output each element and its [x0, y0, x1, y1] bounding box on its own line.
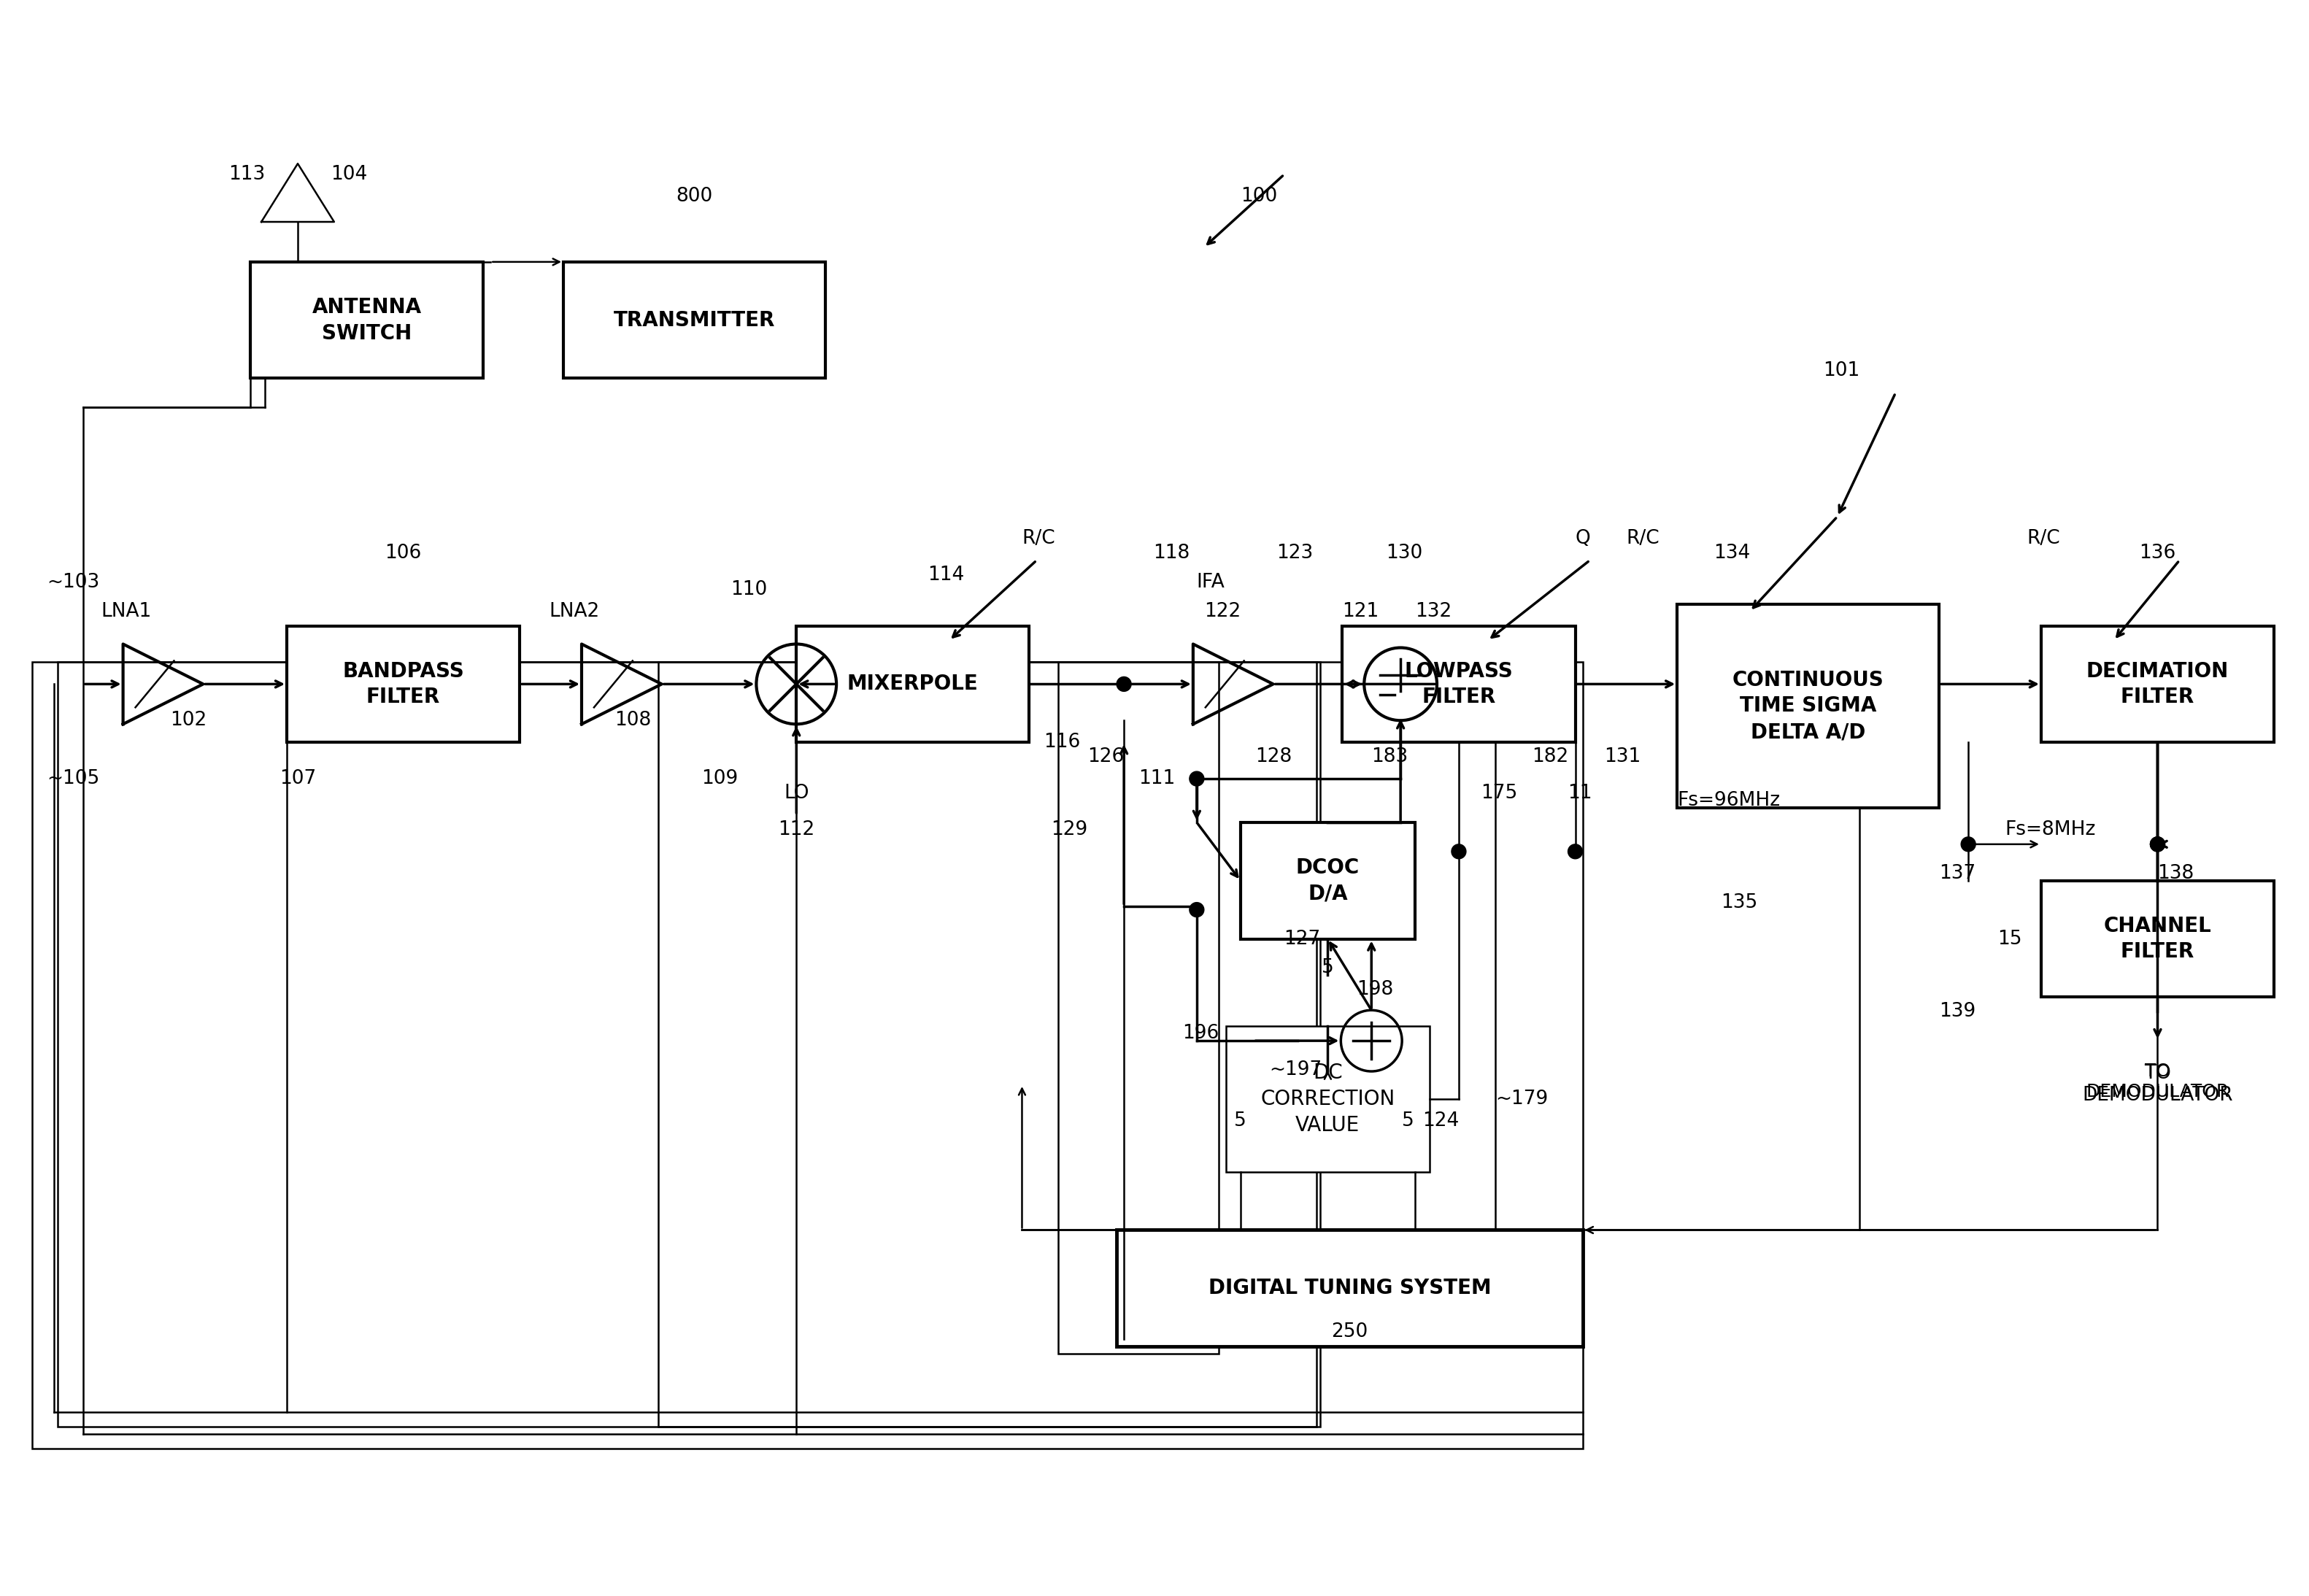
Text: 131: 131 [1605, 747, 1642, 766]
Text: 129: 129 [1051, 820, 1088, 839]
Circle shape [1960, 836, 1977, 852]
Text: CHANNEL
FILTER: CHANNEL FILTER [2103, 916, 2212, 962]
Text: 134: 134 [1713, 544, 1750, 562]
Text: ~179: ~179 [1496, 1090, 1547, 1109]
Text: LNA2: LNA2 [550, 602, 600, 621]
Text: IFA: IFA [1196, 573, 1226, 592]
Text: TO
DEMODULATOR: TO DEMODULATOR [2085, 1063, 2228, 1100]
Text: 198: 198 [1358, 980, 1395, 999]
Circle shape [1118, 677, 1131, 691]
Bar [58, 662, 1316, 1427]
Text: 107: 107 [279, 769, 316, 788]
Text: 182: 182 [1531, 747, 1568, 766]
Text: 118: 118 [1152, 544, 1189, 562]
Text: 183: 183 [1372, 747, 1408, 766]
Text: DECIMATION
FILTER: DECIMATION FILTER [2087, 661, 2228, 707]
Bar [797, 626, 1030, 742]
Text: 108: 108 [614, 710, 651, 729]
Text: 175: 175 [1480, 784, 1517, 803]
Circle shape [2150, 836, 2166, 852]
Text: 800: 800 [677, 187, 713, 206]
Text: 127: 127 [1284, 929, 1321, 948]
Text: DC
CORRECTION
VALUE: DC CORRECTION VALUE [1261, 1063, 1395, 1135]
Text: Q: Q [1575, 528, 1591, 547]
Text: ~197: ~197 [1270, 1060, 1323, 1079]
Bar [1118, 1231, 1582, 1347]
Text: 15: 15 [1997, 929, 2023, 948]
Text: LO: LO [783, 784, 808, 803]
Text: 196: 196 [1182, 1025, 1219, 1042]
Circle shape [2150, 836, 2166, 852]
Text: 110: 110 [732, 579, 767, 598]
Text: Fs=96MHz: Fs=96MHz [1676, 792, 1780, 811]
Text: 128: 128 [1256, 747, 1291, 766]
Circle shape [2150, 836, 2166, 852]
Circle shape [1189, 771, 1203, 785]
Text: Fs=8MHz: Fs=8MHz [2004, 820, 2097, 839]
Bar [2041, 626, 2274, 742]
Text: ANTENNA
SWITCH: ANTENNA SWITCH [312, 297, 423, 343]
Text: 114: 114 [928, 565, 965, 584]
Text: TRANSMITTER: TRANSMITTER [614, 310, 776, 330]
Text: 139: 139 [1940, 1002, 1977, 1021]
Text: 138: 138 [2157, 863, 2194, 883]
Text: DIGITAL TUNING SYSTEM: DIGITAL TUNING SYSTEM [1208, 1278, 1492, 1299]
Bar [2041, 881, 2274, 998]
Text: 122: 122 [1203, 602, 1240, 621]
Text: 116: 116 [1044, 733, 1081, 752]
Text: 113: 113 [229, 164, 266, 184]
Bar [1676, 603, 1940, 808]
Text: R/C: R/C [2027, 528, 2060, 547]
Bar [249, 262, 483, 378]
Text: LNA1: LNA1 [102, 602, 152, 621]
Bar [658, 662, 1321, 1427]
Text: 112: 112 [778, 820, 815, 839]
Text: 126: 126 [1088, 747, 1124, 766]
Text: 5: 5 [1235, 1111, 1247, 1130]
Text: 5: 5 [1321, 959, 1335, 977]
Bar [32, 662, 1582, 1449]
Text: 106: 106 [386, 544, 423, 562]
Text: 109: 109 [702, 769, 739, 788]
Text: 100: 100 [1240, 187, 1277, 206]
Text: 111: 111 [1138, 769, 1175, 788]
Text: 135: 135 [1720, 894, 1757, 911]
Text: DCOC
D/A: DCOC D/A [1295, 857, 1360, 903]
Circle shape [1452, 844, 1466, 859]
Text: 137: 137 [1940, 863, 1977, 883]
Text: 136: 136 [2138, 544, 2175, 562]
Text: 123: 123 [1277, 544, 1314, 562]
Text: MIXERPOLE: MIXERPOLE [847, 674, 979, 694]
Text: 101: 101 [1822, 362, 1859, 380]
Text: ~105: ~105 [46, 769, 99, 788]
Circle shape [1568, 844, 1582, 859]
Text: R/C: R/C [1023, 528, 1055, 547]
Text: 132: 132 [1415, 602, 1452, 621]
Text: TO
DEMODULATOR: TO DEMODULATOR [2083, 1065, 2233, 1104]
Bar [1226, 1026, 1429, 1171]
Text: CONTINUOUS
TIME SIGMA
DELTA A/D: CONTINUOUS TIME SIGMA DELTA A/D [1732, 670, 1884, 742]
Text: BANDPASS
FILTER: BANDPASS FILTER [342, 661, 464, 707]
Bar [286, 626, 520, 742]
Text: 121: 121 [1342, 602, 1378, 621]
Bar [1342, 626, 1575, 742]
Text: 124: 124 [1422, 1111, 1459, 1130]
Bar [563, 262, 827, 378]
Text: LOWPASS
FILTER: LOWPASS FILTER [1404, 661, 1512, 707]
Circle shape [1189, 902, 1203, 918]
Text: 102: 102 [171, 710, 208, 729]
Text: ~103: ~103 [46, 573, 99, 592]
Text: 5: 5 [1402, 1111, 1413, 1130]
Text: 11: 11 [1568, 784, 1593, 803]
Bar [1240, 822, 1415, 938]
Text: 104: 104 [330, 164, 367, 184]
Text: R/C: R/C [1626, 528, 1660, 547]
Text: 130: 130 [1385, 544, 1422, 562]
Text: 250: 250 [1332, 1323, 1367, 1341]
Bar [1058, 662, 1219, 1353]
